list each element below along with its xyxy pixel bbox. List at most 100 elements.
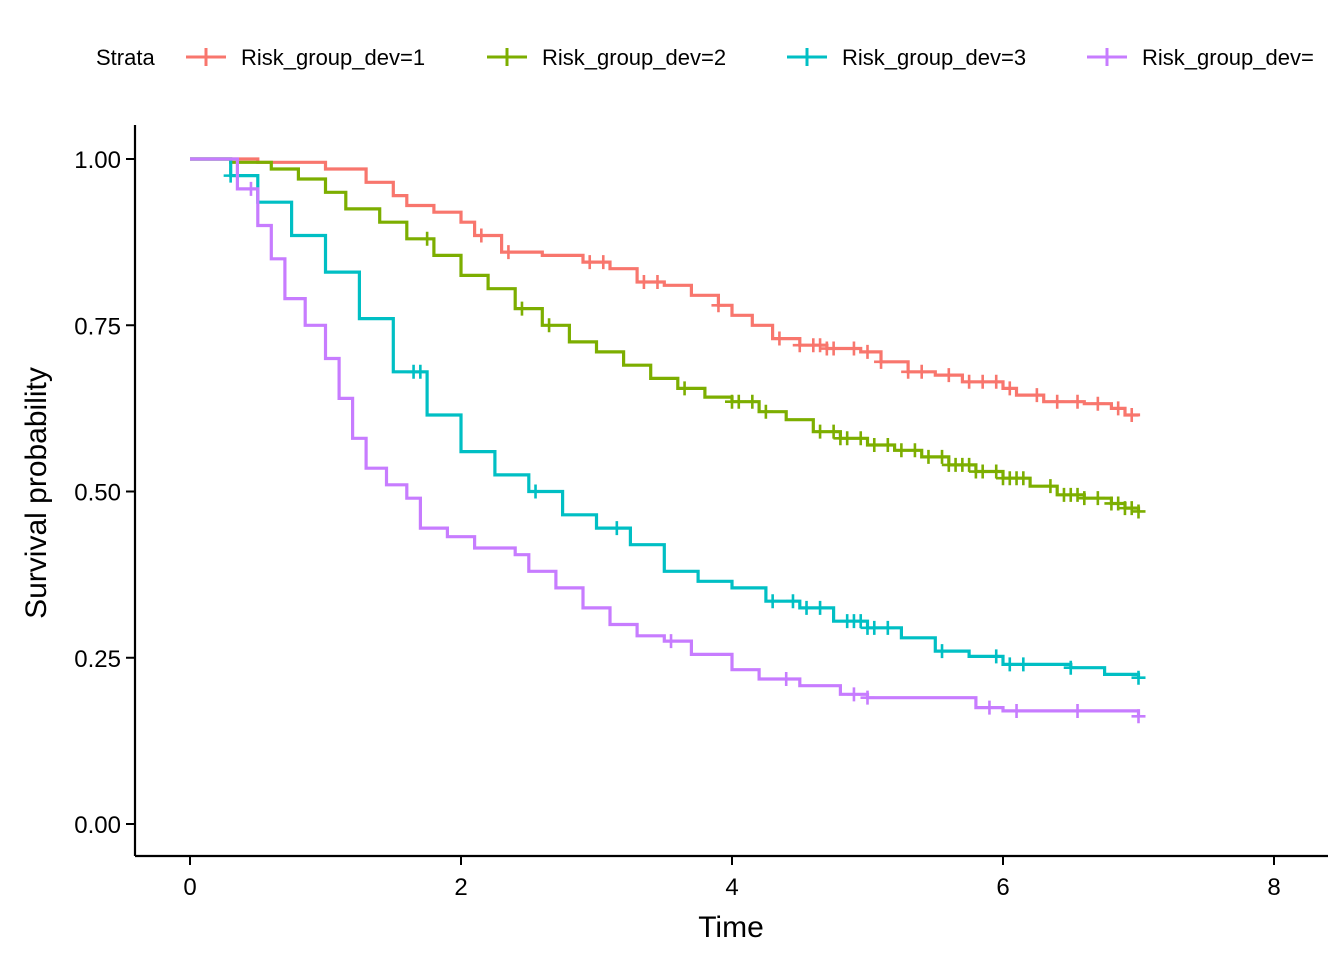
censor-mark: [1070, 703, 1085, 718]
censor-mark: [935, 449, 950, 464]
censor-mark: [765, 594, 780, 609]
censor-mark: [1002, 381, 1017, 396]
censor-mark: [1131, 670, 1146, 685]
series-1: [190, 157, 1141, 423]
censor-mark: [860, 344, 875, 359]
censor-mark: [1016, 657, 1031, 672]
y-tick-label: 0.25: [74, 646, 121, 673]
series-2: [190, 157, 1146, 519]
legend-title: Strata: [96, 45, 155, 70]
censor-mark: [853, 431, 868, 446]
censor-mark: [711, 298, 726, 313]
legend-label: Risk_group_dev=3: [842, 45, 1026, 70]
censor-mark: [1070, 394, 1085, 409]
censor-mark: [989, 464, 1004, 479]
censor-mark: [420, 231, 435, 246]
legend-entry: Risk_group_dev=2: [487, 45, 726, 70]
axes: 0 2 4 6 8 0.00 0.25 0.50 0.75 1.00: [74, 125, 1328, 901]
x-tick-label: 6: [996, 874, 1009, 901]
censor-mark: [1131, 504, 1146, 519]
censor-mark: [914, 364, 929, 379]
censor-mark: [664, 634, 679, 649]
censor-mark: [867, 437, 882, 452]
censor-mark: [867, 620, 882, 635]
censor-mark: [982, 700, 997, 715]
censor-mark: [880, 620, 895, 635]
x-tick-label: 2: [454, 874, 467, 901]
censor-mark: [813, 338, 828, 353]
legend-label: Risk_group_dev=1: [241, 45, 425, 70]
censor-mark: [582, 255, 597, 270]
censor-mark: [894, 443, 909, 458]
censor-mark: [474, 228, 489, 243]
censor-mark: [975, 374, 990, 389]
censor-mark: [880, 437, 895, 452]
censor-mark: [975, 464, 990, 479]
censor-mark: [826, 424, 841, 439]
censor-mark: [853, 614, 868, 629]
series-line: [190, 157, 1141, 512]
censor-mark: [1070, 487, 1085, 502]
censor-mark: [962, 374, 977, 389]
legend-key: [487, 48, 527, 66]
censor-mark: [1009, 703, 1024, 718]
censor-mark: [1029, 388, 1044, 403]
x-tick-label: 0: [183, 874, 196, 901]
censor-mark: [413, 364, 428, 379]
legend-entry: Risk_group_dev=: [1087, 45, 1314, 70]
series-line: [190, 157, 1141, 678]
censor-mark: [745, 394, 760, 409]
legend-key: [186, 48, 226, 66]
censor-mark: [1124, 408, 1139, 423]
x-axis-title: Time: [698, 911, 764, 944]
censor-mark: [846, 341, 861, 356]
censor-mark: [501, 245, 516, 260]
censor-mark: [514, 301, 529, 316]
censor-mark: [243, 181, 258, 196]
series-line: [190, 157, 1141, 717]
censor-mark: [826, 341, 841, 356]
censor-mark: [528, 484, 543, 499]
censor-mark: [596, 255, 611, 270]
censor-mark: [813, 424, 828, 439]
censor-mark: [677, 381, 692, 396]
censor-mark: [650, 275, 665, 290]
censor-mark: [1090, 491, 1105, 506]
censor-mark: [1124, 501, 1139, 516]
y-tick-label: 0.75: [74, 313, 121, 340]
legend-entry: Risk_group_dev=1: [186, 45, 425, 70]
censor-mark: [223, 168, 238, 183]
censor-mark: [1090, 396, 1105, 411]
y-tick-label: 1.00: [74, 147, 121, 174]
censor-mark: [1131, 709, 1146, 724]
censor-mark: [609, 521, 624, 536]
censor-mark: [731, 394, 746, 409]
censor-mark: [935, 644, 950, 659]
censor-mark: [1016, 471, 1031, 486]
censor-mark: [989, 649, 1004, 664]
y-tick-label: 0.50: [74, 480, 121, 507]
x-tick-label: 8: [1267, 874, 1280, 901]
legend-label: Risk_group_dev=2: [542, 45, 726, 70]
legend: Strata Risk_group_dev=1 Risk_group_dev=2 R…: [96, 45, 1314, 70]
y-tick-label: 0.00: [74, 812, 121, 839]
legend-label: Risk_group_dev=: [1142, 45, 1314, 70]
censor-mark: [989, 374, 1004, 389]
censor-mark: [962, 457, 977, 472]
censor-mark: [636, 275, 651, 290]
censor-mark: [846, 687, 861, 702]
censor-mark: [785, 594, 800, 609]
censor-mark: [840, 431, 855, 446]
censor-mark: [1002, 657, 1017, 672]
censor-mark: [1063, 660, 1078, 675]
censor-mark: [799, 600, 814, 615]
y-axis-title: Survival probability: [20, 367, 53, 619]
x-tick-label: 4: [725, 874, 738, 901]
censor-mark: [1050, 394, 1065, 409]
censor-mark: [860, 690, 875, 705]
censor-mark: [1111, 401, 1126, 416]
censor-mark: [758, 404, 773, 419]
censor-mark: [542, 318, 557, 333]
censor-mark: [907, 443, 922, 458]
